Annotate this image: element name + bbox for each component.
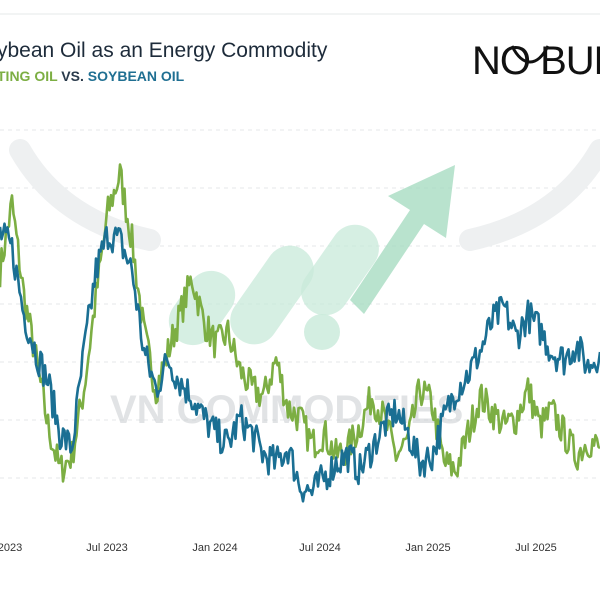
watermark-dot-icon [304, 314, 340, 350]
series-line-heating-oil [0, 163, 600, 483]
x-tick-label: 2023 [0, 542, 22, 554]
x-tick-label: Jul 2025 [515, 542, 557, 554]
x-tick-label: Jul 2023 [86, 542, 128, 554]
subtitle-series-b: SOYBEAN OIL [88, 68, 185, 84]
x-tick-label: Jul 2024 [299, 542, 341, 554]
subtitle-series-a: TING OIL [0, 68, 58, 84]
logo-horns-icon [510, 45, 550, 64]
watermark-arrow-icon [350, 165, 455, 314]
watermark-bar-3-icon [301, 224, 379, 316]
watermark-bar-2-icon [230, 245, 314, 345]
series-line-soybean-oil [0, 222, 600, 503]
chart-title: ybean Oil as an Energy Commodity [0, 39, 328, 62]
x-tick-label: Jan 2024 [192, 542, 237, 554]
chart-subtitle: TING OIL VS. SOYBEAN OIL [0, 68, 185, 84]
subtitle-vs: VS. [57, 68, 87, 84]
x-tick-label: Jan 2025 [405, 542, 450, 554]
watermark: VN COMMODITIES [9, 139, 600, 432]
x-axis-ticks: 2023 Jul 2023 Jan 2024 Jul 2024 Jan 2025 Jul … [0, 542, 557, 554]
brand-logo: NO BULL [472, 39, 600, 83]
